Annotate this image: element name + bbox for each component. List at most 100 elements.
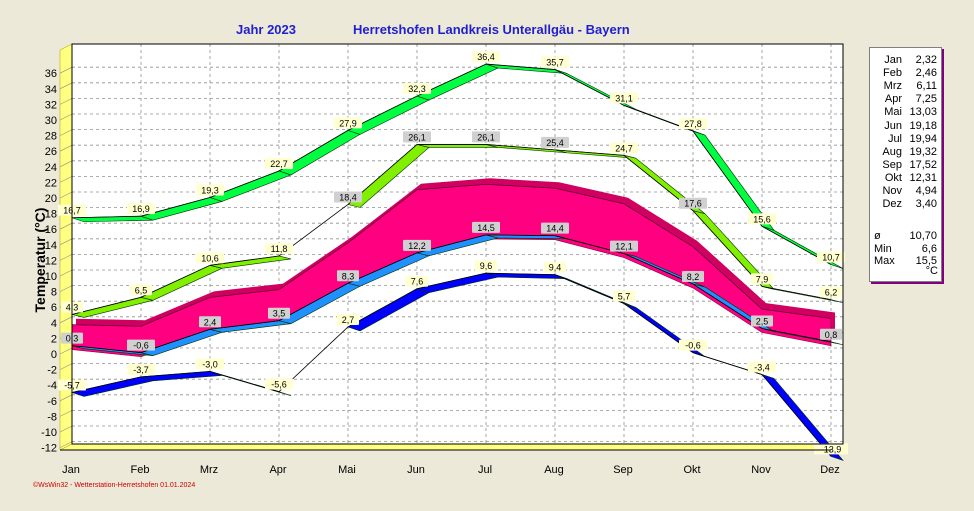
min_mean-label-box bbox=[679, 339, 707, 351]
legend-row: Mai 13,03 bbox=[874, 106, 937, 119]
legend-row: Jun 19,18 bbox=[874, 120, 937, 133]
max_min-data-label: 24,7 bbox=[615, 143, 633, 153]
x-tick-label: Okt bbox=[683, 464, 700, 476]
grid-line-wall bbox=[59, 394, 73, 402]
y-tick-label: 2 bbox=[51, 333, 57, 345]
legend-row: Jan 2,32 bbox=[874, 54, 937, 67]
mean-label-box bbox=[199, 316, 221, 328]
min_mean-band-edge bbox=[140, 371, 211, 378]
mean-data-label: -0,6 bbox=[133, 341, 149, 351]
floor bbox=[59, 443, 844, 451]
legend-unit: °C bbox=[925, 265, 938, 277]
max_min-band-edge bbox=[692, 210, 763, 287]
min_mean-data-label: -13,9 bbox=[821, 444, 842, 454]
legend-month: Dez bbox=[882, 198, 902, 211]
mean-label-box bbox=[610, 240, 638, 252]
max_min-label-box bbox=[472, 131, 500, 143]
legend-stat-name: ø bbox=[874, 230, 881, 242]
grid-line-wall bbox=[59, 144, 73, 152]
abs_max-label-box bbox=[403, 83, 431, 95]
legend-value: 4,94 bbox=[915, 185, 937, 197]
max_min-data-label: 6,2 bbox=[825, 288, 838, 298]
max_min-band bbox=[416, 144, 499, 148]
abs_max-label-box bbox=[127, 203, 155, 215]
grid-line-wall bbox=[59, 441, 73, 448]
range-area-edge bbox=[623, 203, 694, 247]
abs_max-label-box bbox=[817, 251, 845, 263]
mean-data-label: 2,5 bbox=[756, 317, 769, 327]
min_mean-band-edge bbox=[416, 272, 487, 290]
x-tick-label: Sep bbox=[613, 464, 633, 476]
max_min-data-label: 26,1 bbox=[477, 132, 495, 142]
abs_max-band-edge bbox=[71, 215, 142, 219]
max_min-label-box bbox=[541, 136, 569, 148]
legend-value: 19,32 bbox=[909, 145, 937, 158]
x-tick-label: Jul bbox=[478, 464, 492, 476]
x-tick-label: Feb bbox=[131, 464, 150, 476]
y-tick-label: -8 bbox=[47, 411, 57, 423]
abs_max-band-edge bbox=[692, 130, 763, 227]
grid-line-wall bbox=[59, 113, 73, 121]
x-tick-label: Jan bbox=[62, 464, 80, 476]
grid-line-wall bbox=[59, 425, 73, 433]
mean-band-edge bbox=[278, 282, 349, 322]
y-tick-label: 16 bbox=[45, 224, 57, 236]
mean-data-label: 3,5 bbox=[273, 309, 286, 319]
legend-stat-value: 6,6 bbox=[921, 242, 937, 255]
y-tick-label: 34 bbox=[45, 84, 57, 96]
abs_max-data-label: 19,3 bbox=[201, 185, 219, 195]
range-area-edge bbox=[761, 308, 832, 319]
mean-band-edge bbox=[761, 328, 832, 343]
legend-stat-row: ø 10,70 bbox=[874, 230, 937, 243]
max_min-label-box bbox=[196, 252, 224, 264]
y-tick-label: -4 bbox=[47, 380, 57, 392]
y-tick-label: -6 bbox=[47, 396, 57, 408]
legend-value: 6,11 bbox=[916, 80, 937, 93]
x-tick-label: Mrz bbox=[200, 464, 218, 476]
abs_max-label-box bbox=[748, 213, 776, 225]
grid-line-wall bbox=[59, 410, 73, 417]
legend-row: Jul 19,94 bbox=[874, 133, 937, 146]
chart-axes: -12-10-8-6-4-202468101214161820222426283… bbox=[41, 43, 844, 476]
y-tick-label: 22 bbox=[45, 177, 57, 189]
min_mean-band-edge bbox=[761, 374, 832, 457]
max_min-label-box bbox=[751, 273, 773, 285]
legend-row: Mrz 6,11 bbox=[874, 80, 937, 93]
mean-label-box bbox=[820, 328, 842, 340]
mean-label-box bbox=[472, 221, 500, 233]
legend-stat-name: Max bbox=[874, 255, 895, 267]
x-tick-label: Dez bbox=[820, 464, 840, 476]
legend-month: Apr bbox=[884, 93, 902, 106]
min_mean-band-edge bbox=[347, 288, 418, 328]
x-tick-label: Apr bbox=[269, 464, 286, 476]
min_mean-label-box bbox=[265, 378, 293, 390]
abs_max-band-edge bbox=[485, 63, 556, 70]
mean-band-edge bbox=[71, 345, 142, 354]
max_min-label-box bbox=[265, 242, 293, 254]
min_mean-data-label: 7,6 bbox=[411, 277, 424, 287]
max_min-band-edge bbox=[140, 264, 211, 298]
min_mean-band-edge bbox=[485, 272, 556, 276]
plot-frame bbox=[71, 43, 844, 445]
y-tick-label: -10 bbox=[41, 427, 57, 439]
mean-label-box bbox=[127, 339, 155, 351]
min_mean-band-edge bbox=[554, 274, 625, 304]
grid-line-wall bbox=[59, 222, 73, 230]
abs_max-label-box bbox=[196, 184, 224, 196]
mean-data-label: 8,3 bbox=[342, 271, 355, 281]
legend-value: 2,32 bbox=[915, 54, 937, 66]
mean-label-box bbox=[403, 239, 431, 251]
max_min-data-label: 6,5 bbox=[135, 285, 148, 295]
y-tick-label: 12 bbox=[45, 255, 57, 267]
legend-month: Jan bbox=[884, 54, 902, 66]
mean-label-box bbox=[541, 222, 569, 234]
min_mean-data-label: -5,6 bbox=[271, 380, 287, 390]
y-tick-label: 4 bbox=[51, 318, 57, 330]
y-tick-label: 8 bbox=[51, 287, 57, 299]
mean-band-edge bbox=[209, 320, 280, 330]
legend-month: Mai bbox=[884, 106, 902, 119]
legend-row: Sep 17,52 bbox=[874, 159, 937, 172]
legend-value: 17,52 bbox=[909, 158, 937, 171]
max_min-label-box bbox=[130, 284, 152, 296]
grid-line-wall bbox=[59, 82, 73, 90]
